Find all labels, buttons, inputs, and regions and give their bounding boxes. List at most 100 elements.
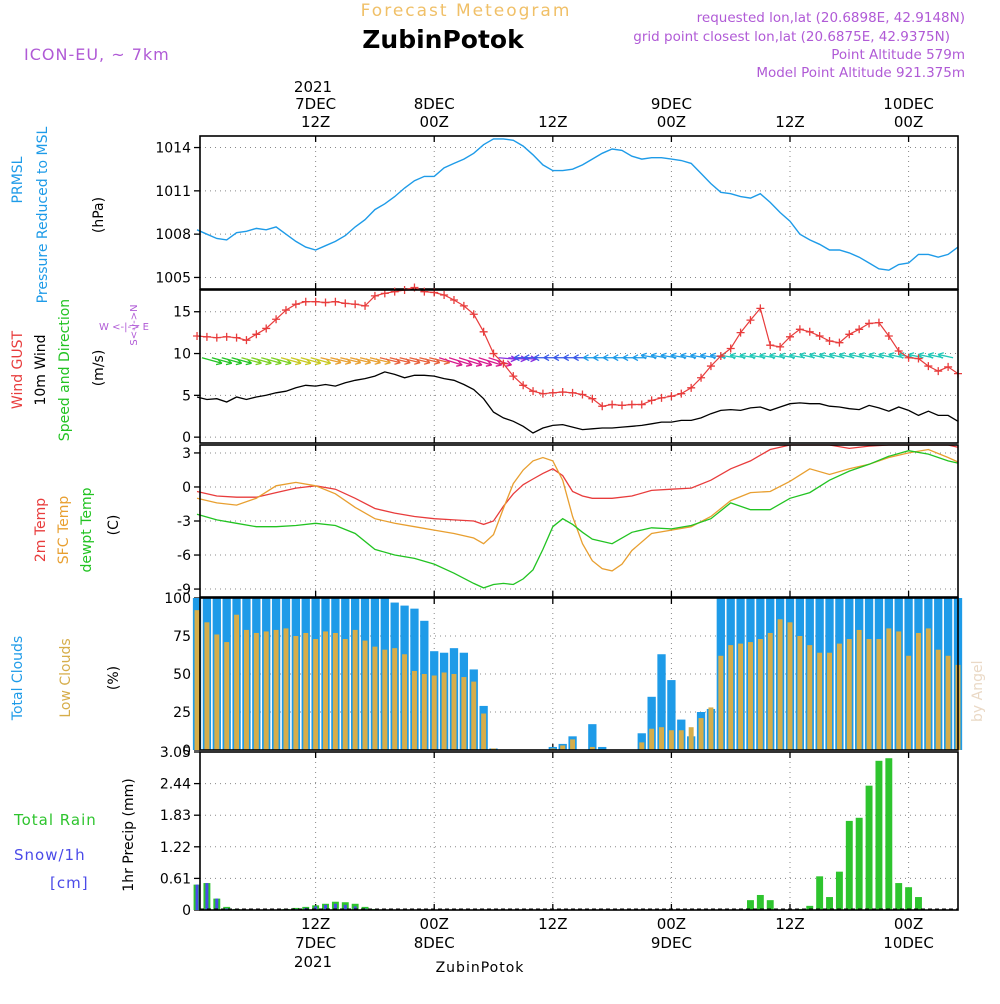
gust-marker	[687, 383, 696, 392]
low-cloud-bar	[678, 730, 684, 750]
low-cloud-title: Low Clouds	[58, 638, 74, 717]
t2m-title: 2m Temp	[33, 498, 49, 562]
low-cloud-bar	[421, 674, 427, 750]
wind-arrow-head	[838, 352, 846, 359]
model-altitude: Model Point Altitude 921.375m	[756, 65, 965, 81]
gust-marker	[617, 401, 626, 410]
wind-arrow	[458, 357, 483, 366]
low-cloud-bar	[362, 640, 368, 750]
low-cloud-bar	[352, 629, 358, 750]
low-cloud-bar	[342, 639, 348, 750]
wind-arrow-head	[878, 352, 885, 359]
rain-bar	[905, 887, 913, 910]
bottom-hour-label: 00Z	[420, 915, 449, 933]
wind-arrow	[409, 357, 431, 364]
wind-arrow-head	[602, 354, 609, 362]
low-cloud-bar	[777, 619, 783, 750]
wind-arrow-head	[779, 352, 786, 360]
rain-bar	[766, 900, 774, 910]
pressure-title-a: PRMSL	[10, 156, 26, 203]
bottom-hour-label: 12Z	[538, 915, 567, 933]
top-hour-label: 00Z	[420, 113, 449, 131]
gust-marker	[440, 291, 449, 300]
wind-arrow	[300, 357, 321, 364]
low-cloud-bar	[234, 614, 240, 750]
snow-bar	[324, 904, 327, 910]
wind-arrow	[379, 357, 401, 364]
wind-arrow	[340, 357, 361, 364]
low-cloud-bar	[787, 622, 793, 750]
wind-arrow	[231, 357, 252, 364]
snow-bar	[353, 906, 357, 910]
wind-arrow-head	[573, 354, 579, 362]
low-cloud-bar	[925, 628, 931, 750]
sfc-title: SFC Temp	[56, 496, 72, 565]
top-date-label: 8DEC	[414, 95, 455, 113]
low-cloud-bar	[738, 643, 744, 750]
gust-marker	[351, 300, 360, 309]
wind-arrow-head	[858, 352, 865, 359]
gust-marker	[578, 390, 587, 399]
requested-coords: requested lon,lat (20.6898E, 42.9148N)	[697, 10, 965, 26]
gust-marker	[894, 347, 903, 356]
wind-arrow	[508, 357, 527, 360]
gust-marker	[944, 362, 953, 371]
wind-arrow	[201, 357, 223, 364]
top-date-label: 7DEC	[295, 95, 336, 113]
low-cloud-bar	[332, 632, 338, 750]
low-cloud-bar	[718, 655, 724, 750]
rain-bar	[915, 897, 922, 910]
closest-coords: grid point closest lon,lat (20.6875E, 42…	[633, 29, 950, 45]
temp-unit: (C)	[106, 515, 122, 536]
wind-arrow-head	[927, 352, 935, 359]
total-cloud-bar	[598, 746, 607, 750]
low-cloud-bar	[263, 631, 269, 750]
wind-arrow	[438, 357, 463, 366]
wind-arrow-head	[680, 352, 687, 360]
snow-bar	[333, 903, 337, 910]
wind-arrow	[359, 357, 381, 364]
y-tick-label: 0	[182, 480, 191, 496]
gust-marker	[726, 344, 735, 353]
wind-arrow	[270, 357, 292, 364]
gust-marker	[914, 354, 923, 363]
wind-arrow-head	[709, 352, 717, 360]
total-cloud-title: Total Clouds	[10, 636, 26, 721]
rain-bar	[885, 758, 893, 910]
rain-bar	[756, 894, 764, 910]
wind-dir-title: Speed and Direction	[57, 299, 73, 441]
low-cloud-bar	[757, 639, 763, 750]
low-cloud-bar	[411, 670, 417, 750]
gust-marker	[706, 362, 715, 371]
wind-arrow-head	[848, 352, 856, 359]
low-cloud-bar	[649, 728, 655, 750]
low-cloud-bar	[747, 642, 753, 750]
bottom-hour-label: 12Z	[775, 915, 804, 933]
gust-marker	[242, 336, 251, 345]
bottom-year: 2021	[294, 953, 332, 971]
gust-marker	[499, 359, 508, 368]
y-tick-label: 50	[173, 667, 191, 683]
wind-gust-title: Wind GUST	[10, 330, 26, 409]
gust-marker	[884, 331, 893, 340]
wind-arrow-head	[888, 352, 895, 359]
y-tick-label: 3	[182, 446, 191, 462]
wind-arrow-head	[739, 352, 746, 360]
gust-marker	[232, 333, 241, 342]
low-cloud-bar	[876, 639, 882, 750]
gust-marker	[331, 297, 340, 306]
wind-arrow	[498, 357, 517, 360]
low-cloud-bar	[856, 629, 862, 750]
wind-arrow	[320, 357, 342, 364]
panel-frame	[199, 751, 959, 911]
low-cloud-bar	[372, 646, 378, 750]
total-cloud-bar	[647, 696, 656, 750]
top-hour-label: 00Z	[657, 113, 686, 131]
y-tick-label: 75	[173, 629, 191, 645]
low-cloud-bar	[906, 655, 912, 750]
gust-marker	[449, 296, 458, 305]
gust-marker	[677, 389, 686, 398]
wind-arrow-head	[937, 352, 944, 359]
gust-marker	[361, 301, 370, 310]
bottom-hour-label: 12Z	[301, 915, 330, 933]
